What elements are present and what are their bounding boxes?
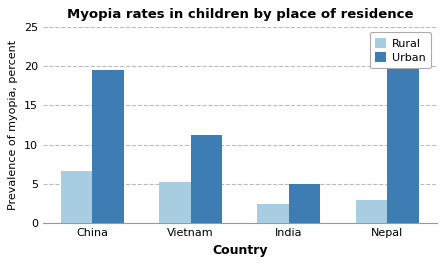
Bar — [289, 184, 320, 223]
Y-axis label: Prevalence of myopia, percent: Prevalence of myopia, percent — [8, 40, 18, 210]
Bar — [356, 200, 387, 223]
Bar — [387, 52, 419, 223]
Bar — [190, 135, 222, 223]
Bar — [159, 182, 190, 223]
Bar — [92, 70, 124, 223]
Bar — [61, 171, 92, 223]
Legend: Rural, Urban: Rural, Urban — [370, 32, 431, 68]
Title: Myopia rates in children by place of residence: Myopia rates in children by place of res… — [66, 8, 413, 21]
X-axis label: Country: Country — [212, 244, 267, 257]
Bar — [258, 204, 289, 223]
